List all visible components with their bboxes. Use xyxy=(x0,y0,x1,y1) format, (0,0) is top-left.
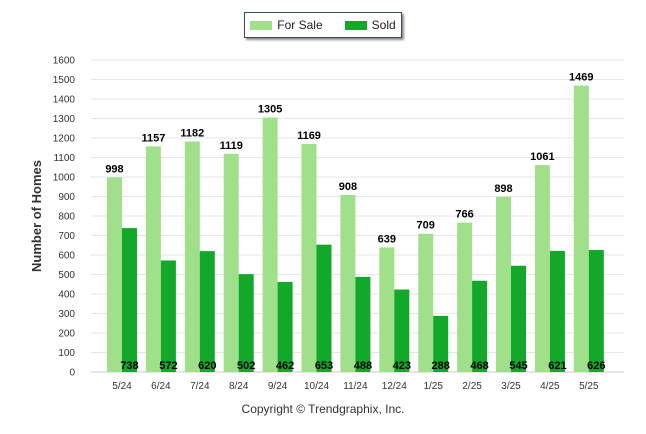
data-label-sold: 502 xyxy=(237,360,255,372)
bar-for-sale xyxy=(107,177,122,372)
data-label-for-sale: 1061 xyxy=(530,151,554,163)
data-label-sold: 423 xyxy=(393,360,411,372)
data-label-for-sale: 639 xyxy=(378,233,396,245)
bar-for-sale xyxy=(340,194,356,372)
bar-for-sale xyxy=(145,146,161,372)
data-label-sold: 288 xyxy=(432,360,450,372)
y-tick-label: 800 xyxy=(58,212,75,223)
data-label-for-sale: 1169 xyxy=(297,130,321,142)
data-label-sold: 462 xyxy=(276,360,294,372)
data-label-sold: 545 xyxy=(509,360,527,372)
y-tick-label: 1100 xyxy=(53,153,75,164)
data-label-sold: 621 xyxy=(548,360,566,372)
data-label-sold: 572 xyxy=(159,360,177,372)
bar-sold xyxy=(549,250,565,372)
bar-sold xyxy=(160,260,176,372)
data-label-sold: 626 xyxy=(587,360,605,372)
bar-sold xyxy=(199,251,215,372)
data-label-sold: 738 xyxy=(120,360,138,372)
data-label-sold: 653 xyxy=(315,360,333,372)
bar-for-sale xyxy=(418,233,434,372)
data-label-for-sale: 709 xyxy=(417,220,435,232)
data-label-for-sale: 1305 xyxy=(258,104,282,116)
bar-sold xyxy=(238,274,254,372)
data-label-for-sale: 1182 xyxy=(180,128,204,140)
legend-label-sold: Sold xyxy=(371,18,396,32)
copyright-text: Copyright © Trendgraphix, Inc. xyxy=(241,402,405,416)
y-tick-label: 500 xyxy=(58,270,75,281)
x-tick-label: 8/24 xyxy=(229,381,249,392)
x-tick-label: 3/25 xyxy=(501,381,521,392)
x-tick-label: 11/24 xyxy=(343,381,368,392)
y-tick-label: 0 xyxy=(69,368,75,379)
x-tick-label: 9/24 xyxy=(268,381,288,392)
bar-for-sale xyxy=(223,153,239,372)
bar-sold xyxy=(277,281,293,372)
bar-sold xyxy=(122,228,137,372)
y-tick-label: 1300 xyxy=(53,114,76,125)
bar-sold xyxy=(433,315,449,372)
bar-sold xyxy=(588,249,604,372)
y-tick-label: 1600 xyxy=(53,56,76,67)
bar-sold xyxy=(511,265,526,372)
x-tick-label: 10/24 xyxy=(304,381,329,392)
y-tick-label: 900 xyxy=(58,192,75,203)
legend-swatch-sold xyxy=(344,20,367,30)
x-tick-label: 5/25 xyxy=(579,381,599,392)
data-label-for-sale: 898 xyxy=(494,183,512,195)
bar-for-sale xyxy=(534,165,550,372)
data-label-sold: 468 xyxy=(470,360,488,372)
y-tick-label: 1400 xyxy=(53,95,76,106)
y-tick-label: 400 xyxy=(58,290,75,301)
data-label-for-sale: 766 xyxy=(455,209,473,221)
y-tick-label: 700 xyxy=(58,231,75,242)
legend-label-for-sale: For Sale xyxy=(277,18,323,32)
legend: For Sale Sold xyxy=(244,12,402,38)
x-tick-label: 7/24 xyxy=(190,381,210,392)
bar-for-sale xyxy=(379,247,395,372)
y-tick-label: 1000 xyxy=(53,173,76,184)
bar-sold xyxy=(472,280,488,372)
bar-for-sale xyxy=(262,117,278,373)
data-label-for-sale: 998 xyxy=(105,163,123,175)
bar-sold xyxy=(355,276,371,372)
x-tick-label: 12/24 xyxy=(382,381,407,392)
data-label-for-sale: 1119 xyxy=(220,140,243,152)
data-label-for-sale: 1157 xyxy=(141,132,165,144)
y-tick-label: 1500 xyxy=(53,75,76,86)
legend-swatch-for-sale xyxy=(250,20,273,30)
x-tick-label: 1/25 xyxy=(423,381,443,392)
y-tick-label: 300 xyxy=(58,309,75,320)
legend-item-sold: Sold xyxy=(344,18,396,32)
y-tick-label: 100 xyxy=(58,348,75,359)
data-label-sold: 488 xyxy=(354,360,372,372)
bar-for-sale xyxy=(457,222,473,372)
y-axis-title: Number of Homes xyxy=(29,160,44,272)
bar-for-sale xyxy=(496,196,511,372)
legend-item-for-sale: For Sale xyxy=(250,18,323,32)
data-label-for-sale: 908 xyxy=(339,181,357,193)
x-tick-label: 6/24 xyxy=(151,381,171,392)
y-tick-label: 200 xyxy=(58,329,75,340)
data-label-sold: 620 xyxy=(198,360,216,372)
x-tick-label: 2/25 xyxy=(462,381,482,392)
data-label-for-sale: 1469 xyxy=(569,72,593,84)
x-tick-label: 4/25 xyxy=(540,381,560,392)
bar-sold xyxy=(394,289,410,372)
y-tick-label: 600 xyxy=(58,251,75,262)
y-tick-label: 1200 xyxy=(53,134,76,145)
bar-for-sale xyxy=(301,144,317,372)
bar-sold xyxy=(316,244,332,372)
x-tick-label: 5/24 xyxy=(112,381,132,392)
bar-for-sale xyxy=(573,85,589,373)
bar-for-sale xyxy=(184,141,200,372)
